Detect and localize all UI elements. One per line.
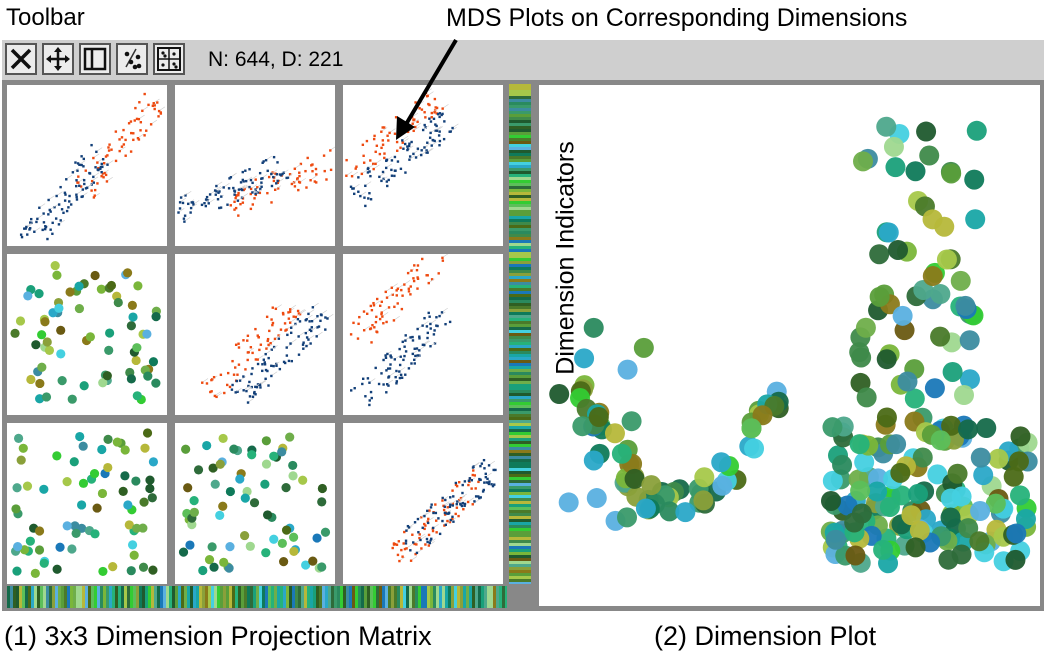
dimension-plot-caption: (2) Dimension Plot	[654, 621, 877, 651]
matrix-cell-r1c3[interactable]	[343, 85, 503, 246]
matrix-cell-r3c1[interactable]	[7, 423, 167, 584]
mds-scatter-plot	[391, 458, 497, 563]
mds-scatter-plot	[345, 88, 459, 208]
move-arrows-icon	[46, 47, 70, 71]
matrix-cell-r3c2[interactable]	[175, 423, 335, 584]
column-dimension-indicators	[7, 586, 508, 613]
toolbar-title: Toolbar	[6, 4, 85, 31]
matrix-cell-r2c1[interactable]	[7, 254, 167, 415]
dimension-points	[549, 116, 1038, 574]
row-indicator-strip	[509, 84, 531, 585]
matrix-cell-r3c3[interactable]	[343, 423, 503, 584]
toolbar: N: 644, D: 221	[2, 40, 1044, 80]
dimension-scatter-plot	[10, 261, 161, 405]
dataset-stats: N: 644, D: 221	[208, 48, 344, 71]
row-dimension-indicators	[509, 84, 531, 589]
dimension-scatter-plot	[10, 428, 159, 579]
dimension-indicators-label: Dimension Indicators	[551, 141, 580, 375]
mds-scatter-plot	[19, 92, 166, 241]
scatter-icon	[124, 48, 142, 70]
x-cross-icon	[10, 48, 32, 70]
mds-scatter-plot	[349, 253, 452, 407]
panel-split-icon	[83, 47, 107, 71]
matrix-layout-button[interactable]	[153, 43, 185, 75]
dimension-scatter-plot	[178, 432, 331, 576]
pan-tool-button[interactable]	[42, 43, 74, 75]
mds-projection-button[interactable]	[116, 43, 148, 75]
mds-scatter-plot	[201, 302, 334, 404]
matrix-cell-r1c1[interactable]	[7, 85, 167, 246]
matrix-cell-r2c3[interactable]	[343, 253, 503, 415]
dimension-projection-matrix	[2, 80, 534, 611]
column-indicator-strip	[7, 586, 508, 608]
mds-scatter-plot	[177, 146, 337, 223]
dimension-plot[interactable]	[539, 85, 1040, 606]
matrix-cell-r2c2[interactable]	[175, 254, 335, 415]
select-tool-button[interactable]	[5, 43, 37, 75]
mds-plots-annotation: MDS Plots on Corresponding Dimensions	[446, 4, 908, 32]
matrix-caption: (1) 3x3 Dimension Projection Matrix	[4, 621, 432, 651]
matrix-cell-r1c2[interactable]	[175, 85, 337, 246]
grid-icon	[157, 47, 181, 71]
split-view-button[interactable]	[79, 43, 111, 75]
